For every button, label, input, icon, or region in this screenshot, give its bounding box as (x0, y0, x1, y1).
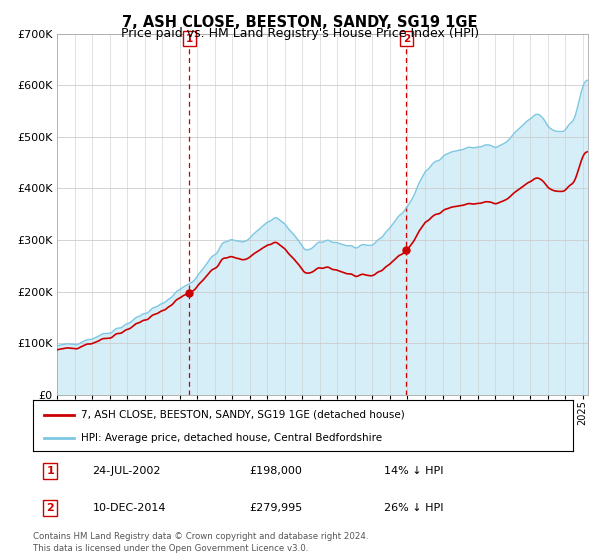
Text: 2: 2 (47, 503, 54, 513)
Text: 1: 1 (185, 34, 193, 44)
Text: 7, ASH CLOSE, BEESTON, SANDY, SG19 1GE: 7, ASH CLOSE, BEESTON, SANDY, SG19 1GE (122, 15, 478, 30)
Text: 10-DEC-2014: 10-DEC-2014 (92, 503, 166, 513)
Text: Contains HM Land Registry data © Crown copyright and database right 2024.
This d: Contains HM Land Registry data © Crown c… (33, 532, 368, 553)
Text: 14% ↓ HPI: 14% ↓ HPI (384, 466, 443, 476)
Text: £279,995: £279,995 (249, 503, 302, 513)
Text: 24-JUL-2002: 24-JUL-2002 (92, 466, 161, 476)
Text: HPI: Average price, detached house, Central Bedfordshire: HPI: Average price, detached house, Cent… (80, 433, 382, 443)
Text: Price paid vs. HM Land Registry's House Price Index (HPI): Price paid vs. HM Land Registry's House … (121, 27, 479, 40)
Text: £198,000: £198,000 (249, 466, 302, 476)
Text: 1: 1 (47, 466, 54, 476)
Text: 26% ↓ HPI: 26% ↓ HPI (384, 503, 443, 513)
Text: 2: 2 (403, 34, 410, 44)
Text: 7, ASH CLOSE, BEESTON, SANDY, SG19 1GE (detached house): 7, ASH CLOSE, BEESTON, SANDY, SG19 1GE (… (80, 409, 404, 419)
